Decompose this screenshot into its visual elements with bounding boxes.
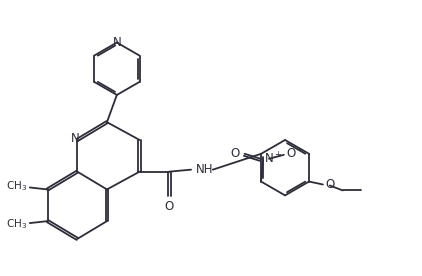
- Text: NH: NH: [196, 163, 214, 176]
- Text: N$^+$: N$^+$: [264, 151, 283, 166]
- Text: O: O: [326, 178, 335, 191]
- Text: O$^-$: O$^-$: [286, 147, 305, 160]
- Text: N: N: [70, 132, 79, 145]
- Text: O: O: [165, 200, 174, 213]
- Text: CH$_3$: CH$_3$: [5, 217, 27, 231]
- Text: N: N: [113, 36, 121, 49]
- Text: O: O: [230, 147, 239, 160]
- Text: CH$_3$: CH$_3$: [5, 180, 27, 193]
